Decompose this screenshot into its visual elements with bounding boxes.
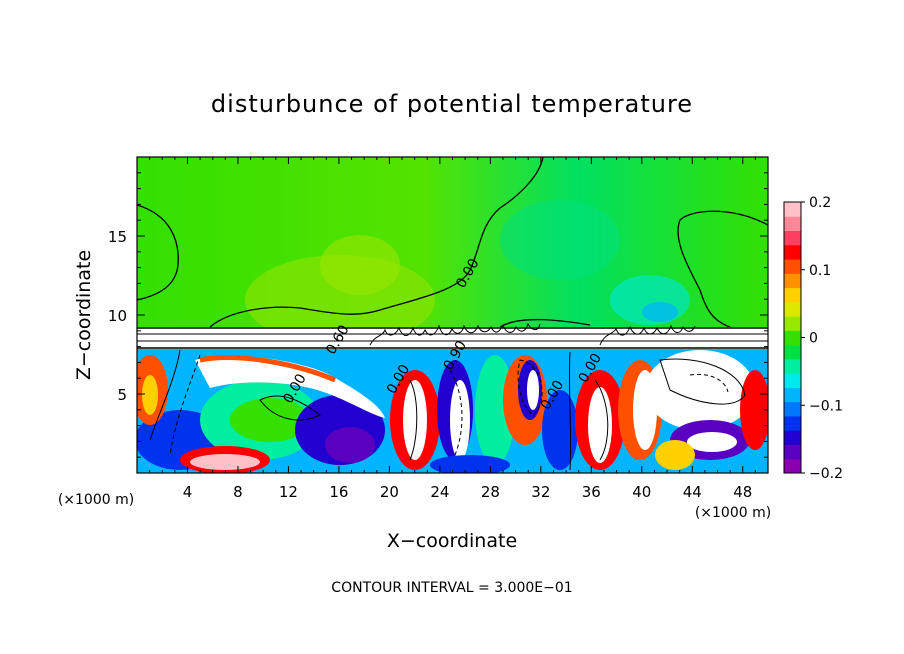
colorbar-segment [784,202,801,217]
lower-blobs [137,350,768,473]
colorbar-segment [784,344,801,360]
chart-title: disturbunce of potential temperature [211,90,693,118]
y-tick-label: 15 [108,228,127,246]
colorbar-segment [784,430,801,445]
lower-contours [149,349,746,471]
cyan-patch [500,200,620,280]
y-tick-label: 5 [117,386,127,404]
y-tick-label: 10 [108,307,127,325]
x-tick-label: 36 [582,483,601,501]
colorbar-segment [784,458,801,474]
x-tick-label: 24 [430,483,449,501]
cyan-patch [642,302,678,322]
x-tick-label: 40 [632,483,651,501]
plot-area [137,157,768,473]
x-axis-label: X−coordinate [387,530,517,552]
interface-turbulence [369,322,696,346]
colorbar-segment [784,373,801,388]
contour-interval-note: CONTOUR INTERVAL = 3.000E−01 [331,580,572,596]
contour-line [499,318,591,328]
contour-line [209,157,544,328]
colorbar-segment [784,230,801,246]
colorbar-segment [784,415,801,431]
x-tick-label: 32 [531,483,550,501]
yellowish-patch [320,235,400,295]
y-unit-label: (×1000 m) [58,492,134,508]
colorbar-ticks: 0.2 0.1 0 −0.1 −0.2 [801,195,843,482]
interface-band [137,327,768,349]
x-tick-label: 12 [279,483,298,501]
contour-line [137,204,179,301]
y-axis-label: Z−coordinate [73,250,95,380]
colorbar-tick-label: −0.2 [809,466,843,482]
x-tick-label: 28 [481,483,500,501]
x-unit-label: (×1000 m) [695,505,771,521]
colorbar-segment [784,287,801,303]
colorbar-segment [784,358,801,374]
y-axis: 5 10 15 [108,172,768,458]
colorbar-segment [784,273,801,289]
colorbar-segment [784,216,801,232]
colorbar-segment [784,444,801,460]
colorbar-tick-label: 0.1 [809,263,831,279]
x-tick-label: 44 [683,483,702,501]
colorbar-segment [784,301,801,317]
x-tick-label: 8 [233,483,243,501]
x-axis: 4 8 12 16 20 24 28 32 36 40 44 48 [149,157,756,501]
colorbar-tick-label: 0 [809,331,818,347]
colorbar-segment [784,401,801,417]
colorbar-segment [784,387,801,403]
colorbar [783,201,802,474]
x-tick-label: 16 [329,483,348,501]
colorbar-segment [784,316,801,331]
colorbar-tick-label: 0.2 [809,195,831,211]
x-tick-label: 48 [733,483,752,501]
x-tick-label: 4 [183,483,193,501]
colorbar-tick-label: −0.1 [809,398,843,414]
colorbar-segment [784,244,801,260]
colorbar-segment [784,330,801,346]
contour-line [677,210,768,328]
x-tick-label: 20 [380,483,399,501]
colorbar-segment [784,259,801,274]
